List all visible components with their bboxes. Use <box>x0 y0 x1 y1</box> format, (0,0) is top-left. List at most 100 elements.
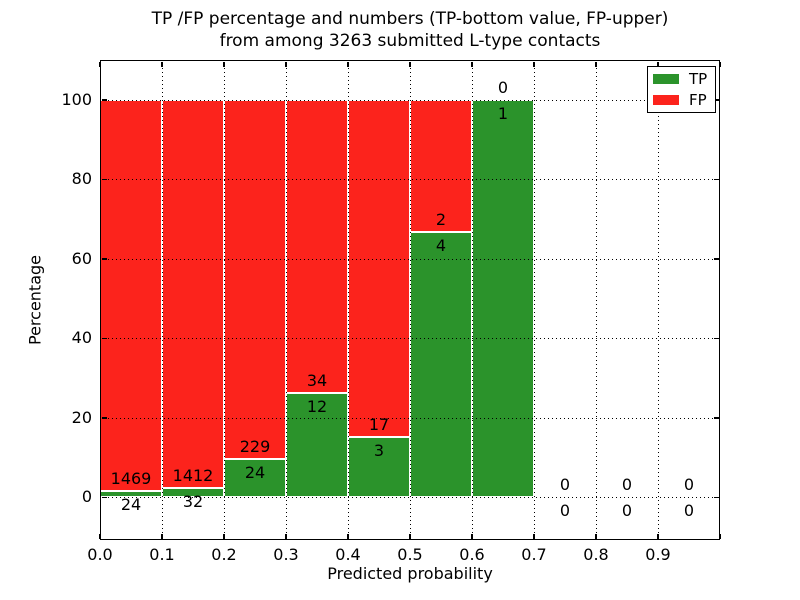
fp-count-label: 17 <box>368 415 390 435</box>
y-tick-label: 80 <box>71 169 92 188</box>
y-tick-label: 100 <box>61 89 92 109</box>
x-tick-label: 0.8 <box>583 545 609 564</box>
x-tick-mark-bottom <box>471 533 473 539</box>
y-tick-mark-right <box>713 258 719 260</box>
tp-count-label: 0 <box>559 501 571 520</box>
chart-title: TP /FP percentage and numbers (TP-bottom… <box>10 8 800 52</box>
x-tick-label: 0.3 <box>273 545 299 564</box>
x-tick-mark-top <box>347 61 349 67</box>
gridline-vertical <box>472 60 473 540</box>
x-tick-mark-top <box>657 61 659 67</box>
x-tick-label: 0.6 <box>459 545 485 564</box>
chart-title-line1: TP /FP percentage and numbers (TP-bottom… <box>151 9 669 29</box>
x-tick-mark-bottom <box>595 533 597 539</box>
tp-bar-segment <box>410 232 472 497</box>
tp-count-label: 3 <box>373 441 385 461</box>
legend-label-tp: TP <box>689 70 708 88</box>
tp-count-label: 32 <box>182 492 204 512</box>
x-tick-mark-top <box>161 61 163 67</box>
tp-count-label: 24 <box>120 494 142 514</box>
gridline-vertical <box>596 60 597 540</box>
tp-bar-segment <box>472 99 534 497</box>
y-tick-mark-left <box>101 178 107 180</box>
x-tick-label: 0.1 <box>149 545 175 564</box>
y-tick-label: 20 <box>71 407 92 427</box>
y-tick-mark-right <box>713 178 719 180</box>
fp-count-label: 1469 <box>110 468 152 488</box>
gridline-vertical <box>534 60 535 540</box>
fp-bar-segment <box>348 99 410 438</box>
fp-count-label: 1412 <box>172 466 214 486</box>
y-tick-mark-right <box>713 99 719 101</box>
gridline-vertical <box>224 60 225 540</box>
fp-count-label: 0 <box>497 77 509 97</box>
x-tick-label: 0.9 <box>645 545 671 564</box>
tp-bar-segment <box>348 437 410 497</box>
fp-count-label: 2 <box>435 210 447 229</box>
y-tick-mark-right <box>713 496 719 498</box>
y-tick-label: 60 <box>71 248 92 268</box>
tp-bar-segment <box>286 393 348 497</box>
tp-count-label: 1 <box>497 103 509 123</box>
y-tick-label: 40 <box>71 328 92 347</box>
y-tick-mark-right <box>713 417 719 419</box>
fp-count-label: 229 <box>239 437 271 457</box>
y-tick-mark-left <box>101 496 107 498</box>
legend: TP FP <box>647 66 716 113</box>
x-tick-mark-top <box>409 61 411 67</box>
tp-count-label: 0 <box>683 501 695 520</box>
y-tick-mark-left <box>101 99 107 101</box>
x-tick-label: 0.0 <box>87 545 113 564</box>
x-tick-mark-bottom <box>533 533 535 539</box>
y-tick-mark-left <box>101 337 107 339</box>
x-tick-mark-bottom <box>657 533 659 539</box>
legend-label-fp: FP <box>689 91 707 109</box>
x-tick-label: 0.7 <box>521 545 547 564</box>
tp-count-label: 24 <box>244 463 266 483</box>
x-tick-label: 0.2 <box>211 545 237 564</box>
fp-bar-segment <box>410 99 472 232</box>
legend-swatch-tp <box>653 74 679 84</box>
fp-bar-segment <box>162 99 224 489</box>
x-tick-mark-top <box>471 61 473 67</box>
gridline-vertical <box>410 60 411 540</box>
gridline-vertical <box>658 60 659 540</box>
y-tick-label: 0 <box>81 487 92 506</box>
gridline-vertical <box>162 60 163 540</box>
fp-count-label: 0 <box>621 475 633 494</box>
legend-entry-fp: FP <box>648 90 715 110</box>
x-tick-label: 0.5 <box>397 545 423 564</box>
x-tick-mark-bottom <box>161 533 163 539</box>
x-tick-mark-top <box>595 61 597 67</box>
x-tick-label: 0.4 <box>335 545 361 564</box>
fp-count-label: 34 <box>306 371 328 391</box>
y-tick-mark-left <box>101 417 107 419</box>
x-tick-mark-top <box>285 61 287 67</box>
tp-count-label: 12 <box>306 397 328 417</box>
x-tick-mark-bottom <box>99 533 101 539</box>
x-tick-mark-top <box>533 61 535 67</box>
fp-count-label: 0 <box>683 475 695 494</box>
x-tick-mark-top <box>223 61 225 67</box>
y-tick-mark-right <box>713 337 719 339</box>
tp-bar-segment <box>224 459 286 497</box>
tp-count-label: 4 <box>435 236 447 255</box>
x-tick-mark-bottom <box>223 533 225 539</box>
gridline-vertical <box>286 60 287 540</box>
fp-count-label: 0 <box>559 475 571 494</box>
x-tick-mark-top <box>99 61 101 67</box>
x-tick-mark-bottom <box>347 533 349 539</box>
fp-bar-segment <box>286 99 348 394</box>
chart-title-line2: from among 3263 submitted L-type contact… <box>219 31 601 51</box>
gridline-vertical <box>348 60 349 540</box>
legend-swatch-fp <box>653 95 679 105</box>
legend-entry-tp: TP <box>648 69 715 89</box>
tp-count-label: 0 <box>621 501 633 520</box>
y-tick-mark-left <box>101 258 107 260</box>
x-tick-mark-bottom <box>409 533 411 539</box>
